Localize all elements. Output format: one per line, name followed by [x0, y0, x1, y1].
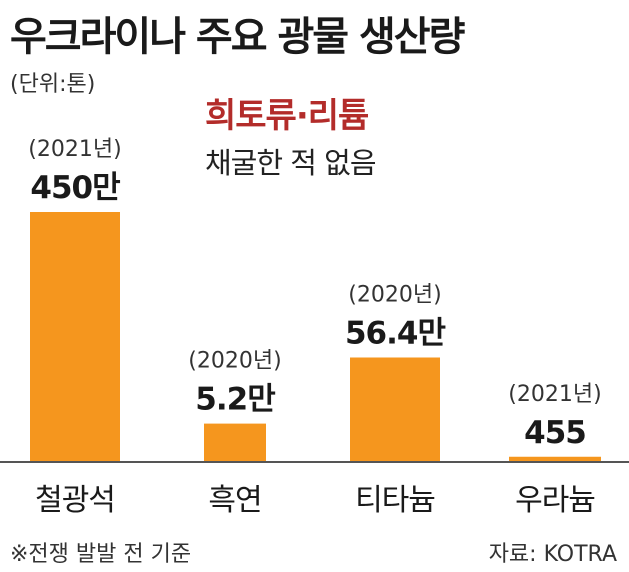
- annotation-sub: 채굴한 적 없음: [205, 146, 377, 180]
- value-label-3: 56.4만: [345, 315, 445, 351]
- year-label-3: (2020년): [348, 282, 441, 307]
- source-note: 자료: KOTRA: [488, 542, 617, 567]
- bar-3: [350, 357, 440, 462]
- annotation-highlight: 희토류·리튬: [205, 96, 369, 136]
- value-label-1: 450만: [30, 170, 120, 206]
- year-label-1: (2021년): [28, 137, 121, 162]
- bar-1: [30, 212, 120, 462]
- unit-note: (단위:톤): [10, 72, 96, 97]
- footer-note: ※전쟁 발발 전 기준: [10, 542, 192, 567]
- category-label-1: 철광석: [35, 483, 115, 518]
- bar-4: [509, 456, 601, 462]
- category-label-3: 티타늄: [355, 483, 435, 518]
- value-label-2: 5.2만: [195, 382, 275, 418]
- category-label-2: 흑연: [208, 483, 261, 518]
- chart-title: 우크라이나 주요 광물 생산량: [10, 14, 465, 60]
- value-label-4: 455: [524, 415, 586, 451]
- category-label-4: 우라늄: [515, 483, 595, 518]
- year-label-2: (2020년): [188, 349, 281, 374]
- bar-2: [204, 423, 266, 462]
- year-label-4: (2021년): [508, 382, 601, 407]
